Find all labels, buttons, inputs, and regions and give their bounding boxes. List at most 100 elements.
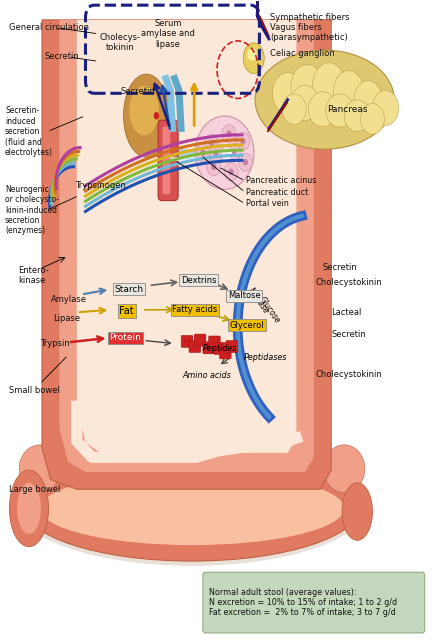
Ellipse shape <box>22 449 362 561</box>
Ellipse shape <box>326 94 354 127</box>
Text: Amino acids: Amino acids <box>183 371 231 380</box>
Ellipse shape <box>344 100 370 132</box>
Ellipse shape <box>40 472 344 545</box>
Ellipse shape <box>255 50 394 149</box>
Ellipse shape <box>247 48 257 61</box>
Text: Cholecystokinin: Cholecystokinin <box>316 370 383 379</box>
FancyBboxPatch shape <box>203 572 425 633</box>
Text: Pancreas: Pancreas <box>327 105 367 114</box>
Text: Cholecys-
tokinin: Cholecys- tokinin <box>100 33 141 52</box>
Ellipse shape <box>282 94 306 125</box>
Ellipse shape <box>243 43 264 74</box>
Ellipse shape <box>227 131 231 137</box>
Ellipse shape <box>237 445 278 493</box>
Text: Portal vein: Portal vein <box>247 199 289 208</box>
Text: Secretin: Secretin <box>331 330 366 339</box>
Text: Amylase: Amylase <box>51 295 87 304</box>
Polygon shape <box>59 20 314 472</box>
Ellipse shape <box>372 90 399 125</box>
Ellipse shape <box>291 85 319 120</box>
Ellipse shape <box>129 86 159 136</box>
Ellipse shape <box>63 445 104 493</box>
Ellipse shape <box>106 445 147 493</box>
Polygon shape <box>42 20 331 489</box>
Text: Trypsin: Trypsin <box>40 339 69 348</box>
Text: Vagus fibers
(parasympathetic): Vagus fibers (parasympathetic) <box>270 23 348 42</box>
Text: Fatty acids: Fatty acids <box>172 305 218 314</box>
Text: Secretin: Secretin <box>323 263 357 272</box>
Ellipse shape <box>213 150 218 156</box>
FancyBboxPatch shape <box>226 340 238 353</box>
Text: Lacteal: Lacteal <box>331 308 361 317</box>
Ellipse shape <box>150 445 191 493</box>
Ellipse shape <box>19 445 61 493</box>
FancyBboxPatch shape <box>219 347 231 359</box>
Text: Pancreatic acinus: Pancreatic acinus <box>247 176 317 186</box>
Ellipse shape <box>342 483 372 540</box>
Ellipse shape <box>272 72 303 114</box>
Text: Neurogenic
or cholecysto-
kinin-induced
secretion
(enzymes): Neurogenic or cholecysto- kinin-induced … <box>5 185 59 236</box>
Ellipse shape <box>291 65 324 109</box>
Text: Trypsinogen: Trypsinogen <box>75 181 126 190</box>
Ellipse shape <box>333 70 364 112</box>
Text: Large bowel: Large bowel <box>9 484 61 493</box>
Text: Secretin: Secretin <box>120 87 155 96</box>
Ellipse shape <box>360 104 384 134</box>
Ellipse shape <box>313 63 345 108</box>
Ellipse shape <box>14 438 370 566</box>
Ellipse shape <box>209 140 214 147</box>
Text: Dextrins: Dextrins <box>181 276 216 285</box>
Text: Secretin: Secretin <box>44 52 79 61</box>
FancyBboxPatch shape <box>209 336 220 348</box>
Ellipse shape <box>200 150 206 156</box>
FancyBboxPatch shape <box>162 127 170 194</box>
Ellipse shape <box>231 150 236 156</box>
Ellipse shape <box>193 445 235 493</box>
Text: Pancreatic duct: Pancreatic duct <box>247 188 309 196</box>
Text: Entero-
kinase: Entero- kinase <box>18 266 49 285</box>
Text: Normal adult stool (average values):
N excretion = 10% to 15% of intake; 1 to 2 : Normal adult stool (average values): N e… <box>210 588 397 618</box>
Ellipse shape <box>243 159 248 166</box>
Text: General circulation: General circulation <box>9 23 89 32</box>
Text: Peptides: Peptides <box>203 344 238 353</box>
FancyBboxPatch shape <box>194 334 206 346</box>
Ellipse shape <box>227 144 240 162</box>
Text: Fat: Fat <box>119 306 134 316</box>
Ellipse shape <box>154 112 159 120</box>
Text: Serum
amylase and
lipase: Serum amylase and lipase <box>141 19 195 49</box>
Ellipse shape <box>221 147 232 161</box>
Text: Maltase: Maltase <box>246 286 270 316</box>
Ellipse shape <box>196 144 210 162</box>
FancyBboxPatch shape <box>158 120 178 200</box>
Ellipse shape <box>195 116 254 189</box>
Ellipse shape <box>209 144 223 162</box>
Text: Protein: Protein <box>109 333 142 342</box>
Ellipse shape <box>17 483 41 534</box>
Ellipse shape <box>236 132 250 150</box>
Ellipse shape <box>207 158 221 175</box>
Ellipse shape <box>222 125 236 143</box>
Text: Peptidases: Peptidases <box>243 353 287 362</box>
Text: Lipase: Lipase <box>53 314 80 323</box>
Text: Starch: Starch <box>114 285 144 294</box>
FancyBboxPatch shape <box>181 335 193 348</box>
Ellipse shape <box>124 74 169 157</box>
Text: Celiac ganglion: Celiac ganglion <box>270 49 335 58</box>
Text: Small bowel: Small bowel <box>9 386 60 395</box>
Text: Glucose: Glucose <box>257 295 281 326</box>
Text: Glycerol: Glycerol <box>230 321 264 330</box>
Ellipse shape <box>240 138 246 145</box>
FancyBboxPatch shape <box>214 342 226 355</box>
Ellipse shape <box>354 81 382 119</box>
Text: Maltose: Maltose <box>228 291 261 300</box>
FancyBboxPatch shape <box>203 342 214 354</box>
Ellipse shape <box>9 470 49 547</box>
Ellipse shape <box>324 445 365 493</box>
Ellipse shape <box>211 164 216 170</box>
Polygon shape <box>77 20 296 453</box>
Ellipse shape <box>308 92 336 127</box>
Ellipse shape <box>239 154 252 172</box>
Ellipse shape <box>224 163 238 180</box>
Ellipse shape <box>205 134 218 152</box>
Text: Cholecystokinin: Cholecystokinin <box>316 278 383 287</box>
